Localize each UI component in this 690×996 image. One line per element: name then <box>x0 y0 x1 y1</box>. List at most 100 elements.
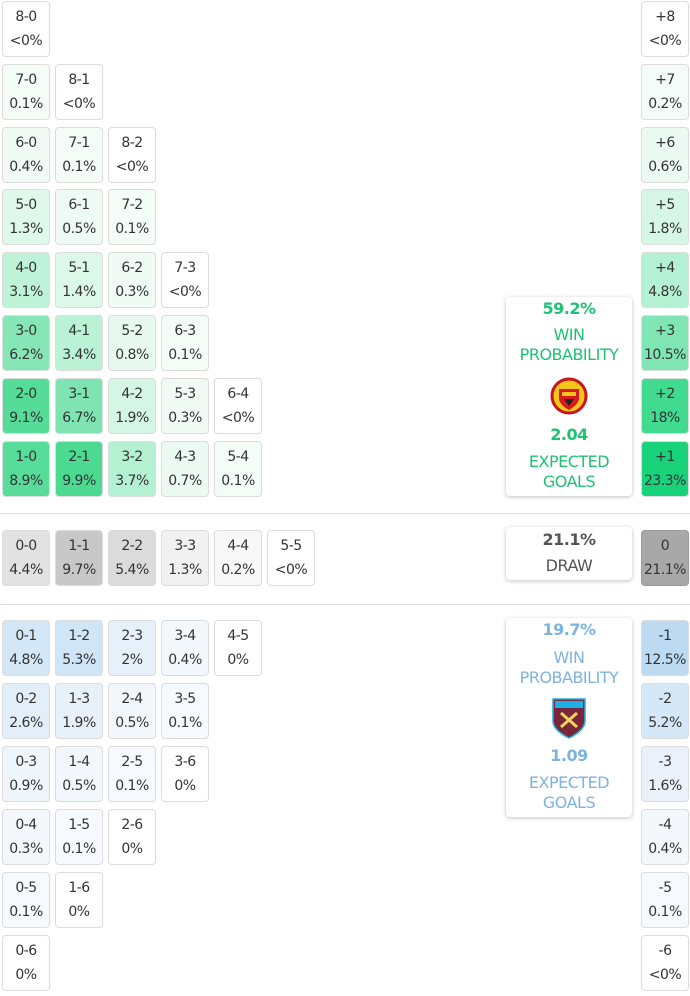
probability: 0.1% <box>9 904 43 920</box>
score: +8 <box>655 9 675 25</box>
margin-cell: -5 0.1% <box>641 872 689 928</box>
score-cell: 7-0 0.1% <box>2 64 50 120</box>
margin-cell: -6 <0% <box>641 935 689 991</box>
score: -2 <box>658 691 672 707</box>
probability: <0% <box>115 159 149 175</box>
probability: 3.4% <box>62 347 96 363</box>
probability: 1.9% <box>62 715 96 731</box>
score-cell: 4-4 0.2% <box>214 530 262 586</box>
home-crest <box>550 377 588 415</box>
probability: 1.9% <box>115 410 149 426</box>
score-cell: 1-6 0% <box>55 872 103 928</box>
score: 2-3 <box>121 628 143 644</box>
probability: 5.4% <box>115 562 149 578</box>
margin-cell: +6 0.6% <box>641 127 689 183</box>
score: 5-2 <box>121 323 143 339</box>
score: +5 <box>655 197 675 213</box>
score-cell: 3-4 0.4% <box>161 620 209 676</box>
score: 1-6 <box>68 880 90 896</box>
probability: 8.9% <box>9 473 43 489</box>
probability: 0.4% <box>9 159 43 175</box>
margin-cell: -1 12.5% <box>641 620 689 676</box>
margin-cell: +8 <0% <box>641 1 689 57</box>
score: 3-6 <box>174 754 196 770</box>
score-cell: 8-0 <0% <box>2 1 50 57</box>
probability: 0.3% <box>9 841 43 857</box>
score-cell: 0-4 0.3% <box>2 809 50 865</box>
score: 4-4 <box>227 538 249 554</box>
score: 0-4 <box>15 817 37 833</box>
probability: 0% <box>68 904 90 920</box>
score: -4 <box>658 817 672 833</box>
probability: 2% <box>121 652 143 668</box>
score-cell: 5-3 0.3% <box>161 378 209 434</box>
probability: 0% <box>227 652 249 668</box>
score: 3-0 <box>15 323 37 339</box>
probability: 6.2% <box>9 347 43 363</box>
score: +4 <box>655 260 675 276</box>
probability: 2.6% <box>9 715 43 731</box>
score: 4-5 <box>227 628 249 644</box>
draw-label: DRAW <box>545 556 593 575</box>
probability: 0.2% <box>648 96 682 112</box>
score-cell: 3-3 1.3% <box>161 530 209 586</box>
score-cell: 5-0 1.3% <box>2 189 50 245</box>
score: 1-0 <box>15 449 37 465</box>
margin-cell: +7 0.2% <box>641 64 689 120</box>
score-cell: 6-4 <0% <box>214 378 262 434</box>
score: 3-5 <box>174 691 196 707</box>
score: 6-4 <box>227 386 249 402</box>
probability: <0% <box>168 284 202 300</box>
score: 2-4 <box>121 691 143 707</box>
probability: 1.4% <box>62 284 96 300</box>
probability: 0.1% <box>648 904 682 920</box>
score-cell: 0-6 0% <box>2 935 50 991</box>
score-cell: 4-3 0.7% <box>161 441 209 497</box>
home-xg: 2.04 <box>550 425 588 444</box>
margin-cell: +3 10.5% <box>641 315 689 371</box>
score-cell: 2-1 9.9% <box>55 441 103 497</box>
margin-cell: -2 5.2% <box>641 683 689 739</box>
score: 5-1 <box>68 260 90 276</box>
score-cell: 1-5 0.1% <box>55 809 103 865</box>
score-cell: 0-5 0.1% <box>2 872 50 928</box>
score: 7-2 <box>121 197 143 213</box>
score-cell: 2-2 5.4% <box>108 530 156 586</box>
probability: 1.6% <box>648 778 682 794</box>
score: 4-1 <box>68 323 90 339</box>
score: 4-0 <box>15 260 37 276</box>
divider <box>0 513 690 514</box>
score-cell: 6-3 0.1% <box>161 315 209 371</box>
margin-cell: +1 23.3% <box>641 441 689 497</box>
score: -3 <box>658 754 672 770</box>
score: 1-2 <box>68 628 90 644</box>
home-xg-label: EXPECTED GOALS <box>528 452 610 491</box>
probability: 0.2% <box>221 562 255 578</box>
margin-cell: -3 1.6% <box>641 746 689 802</box>
score: 0 <box>660 538 670 554</box>
home-summary-card: 59.2% WIN PROBABILITY 2.04 EXPECTED GOAL… <box>506 297 632 496</box>
away-win-label: WIN PROBABILITY <box>519 648 619 687</box>
probability: 5.3% <box>62 652 96 668</box>
score-cell: 1-2 5.3% <box>55 620 103 676</box>
score: 3-4 <box>174 628 196 644</box>
score-cell: 8-1 <0% <box>55 64 103 120</box>
probability: 0.1% <box>168 715 202 731</box>
score-cell: 4-5 0% <box>214 620 262 676</box>
probability: 9.1% <box>9 410 43 426</box>
score-cell: 5-1 1.4% <box>55 252 103 308</box>
score: 5-3 <box>174 386 196 402</box>
score-cell: 0-2 2.6% <box>2 683 50 739</box>
score-cell: 2-6 0% <box>108 809 156 865</box>
score-cell: 2-0 9.1% <box>2 378 50 434</box>
score: 6-1 <box>68 197 90 213</box>
score: -1 <box>658 628 672 644</box>
score: +7 <box>655 72 675 88</box>
probability: 10.5% <box>644 347 686 363</box>
score: 0-0 <box>15 538 37 554</box>
probability: 4.8% <box>9 652 43 668</box>
score-cell: 8-2 <0% <box>108 127 156 183</box>
away-summary-card: 19.7% WIN PROBABILITY 1.09 EXPECTED GOAL… <box>506 618 632 817</box>
score-cell: 7-3 <0% <box>161 252 209 308</box>
